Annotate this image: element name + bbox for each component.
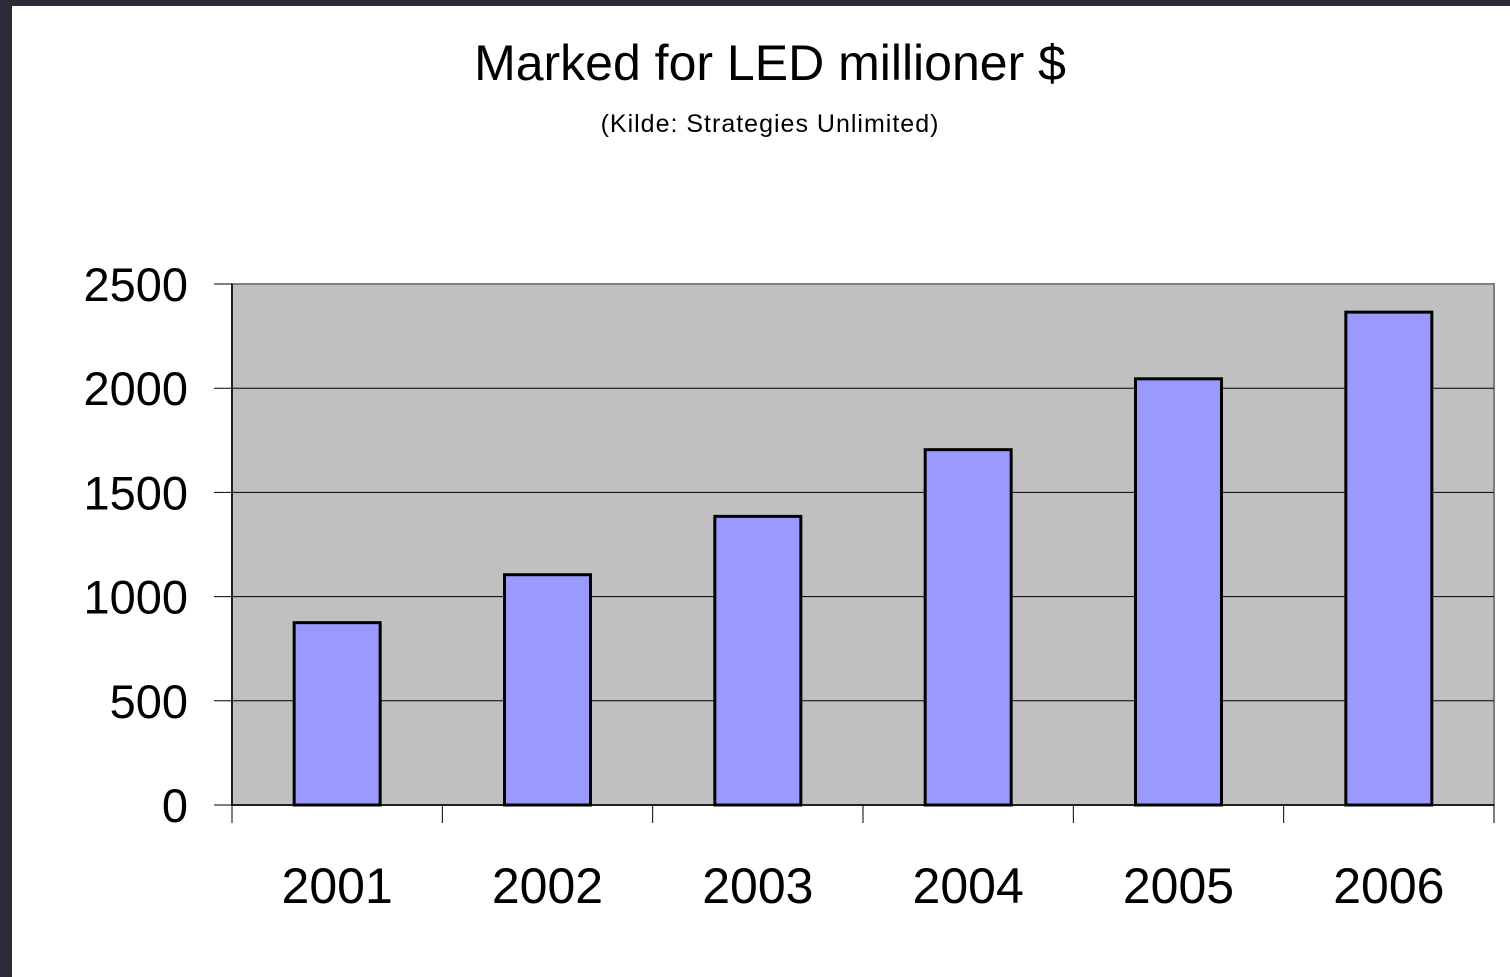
x-tick-label: 2005	[1123, 858, 1234, 914]
bar-2001	[292, 621, 382, 807]
y-tick-labels: 0 500 1000 1500 2000 2500	[83, 258, 188, 832]
y-tick-label: 1500	[83, 466, 188, 519]
x-tick-labels: 2001 2002 2003 2004 2005 2006	[282, 858, 1445, 914]
x-tick-label: 2002	[492, 858, 603, 914]
plot-area	[231, 283, 1495, 806]
gridlines	[232, 387, 1494, 702]
y-tick-label: 1000	[83, 571, 188, 624]
x-tick-label: 2001	[282, 858, 393, 914]
axes	[214, 283, 1495, 823]
y-tick-label: 0	[162, 779, 188, 832]
chart-title: Marked for LED millioner $	[474, 35, 1066, 91]
bar-2005	[1134, 377, 1223, 807]
x-tick-label: 2006	[1333, 858, 1444, 914]
bar-2003	[713, 514, 803, 807]
bar-2006	[1344, 310, 1434, 807]
x-tick-label: 2003	[702, 858, 813, 914]
chart-subtitle: (Kilde: Strategies Unlimited)	[600, 110, 940, 138]
bar-2004	[923, 448, 1013, 807]
y-tick-label: 2000	[83, 362, 188, 415]
x-tick-label: 2004	[913, 858, 1024, 914]
y-tick-label: 2500	[83, 258, 188, 311]
y-tick-label: 500	[110, 675, 188, 728]
bar-2002	[503, 573, 592, 807]
